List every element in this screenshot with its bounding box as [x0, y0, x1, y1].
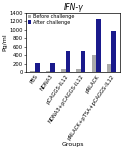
X-axis label: Groups: Groups	[62, 142, 84, 147]
Bar	[96, 19, 101, 72]
Bar	[30, 71, 35, 72]
Bar	[35, 63, 40, 72]
Title: IFN-γ: IFN-γ	[63, 3, 83, 12]
Bar	[66, 51, 70, 72]
Bar	[81, 51, 85, 72]
Bar	[61, 69, 66, 72]
Bar	[46, 71, 50, 72]
Y-axis label: Pg/ml: Pg/ml	[3, 34, 8, 51]
Legend: Before challenge, After challenge: Before challenge, After challenge	[27, 14, 75, 25]
Bar	[76, 69, 81, 72]
Bar	[92, 55, 96, 72]
Bar	[111, 31, 116, 72]
Bar	[50, 63, 55, 72]
Bar	[107, 64, 111, 72]
